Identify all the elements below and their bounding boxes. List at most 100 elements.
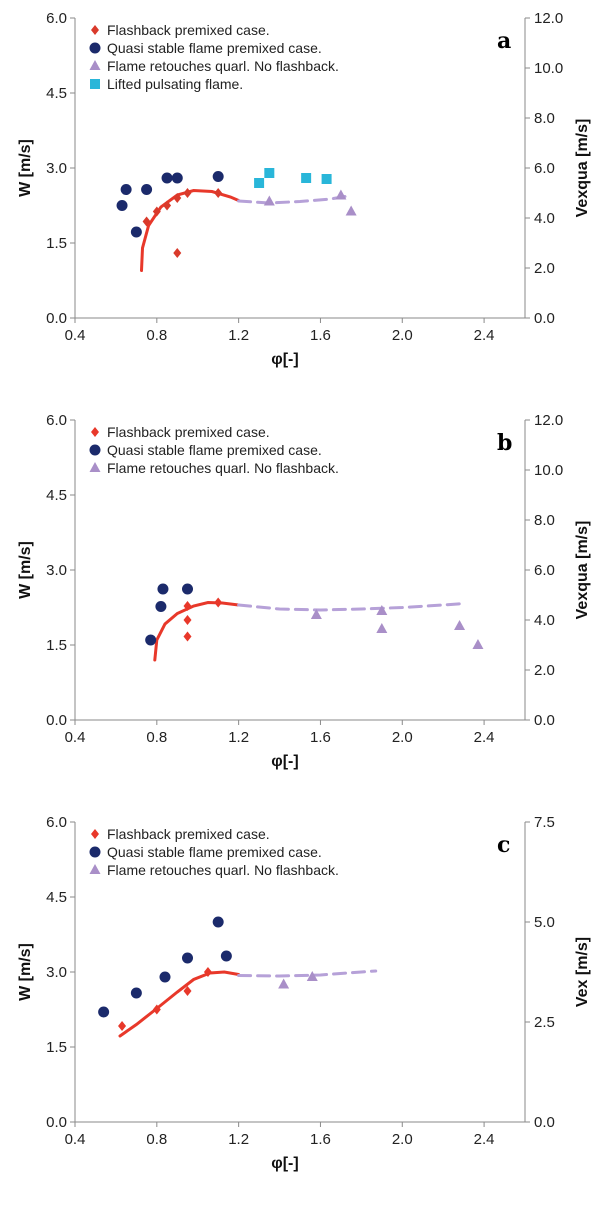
- y2-tick-label: 4.0: [534, 612, 555, 629]
- data-point-diamond: [183, 601, 192, 611]
- data-point-diamond: [173, 248, 182, 258]
- x-axis-label: φ[-]: [271, 753, 298, 770]
- x-tick-label: 1.2: [228, 729, 249, 746]
- chart-panel-b: 0.4 0.8 1.2 1.6 2.0 2.4 0.0 1.5 3.0 4.5 6.0 0.0 2.0 4…: [17, 412, 591, 770]
- data-point-circle: [212, 916, 224, 928]
- y-tick-label: 4.5: [46, 85, 67, 102]
- data-point-square: [254, 178, 265, 188]
- series-diamond: [183, 597, 223, 642]
- legend-marker-diamond: [91, 25, 99, 35]
- data-point-diamond: [142, 216, 151, 227]
- data-point-diamond: [163, 200, 172, 211]
- x-tick-label: 2.0: [392, 327, 413, 344]
- data-point-diamond: [152, 1004, 161, 1015]
- data-point-circle: [98, 1006, 110, 1018]
- data-point-circle: [130, 226, 142, 238]
- x-tick-label: 1.2: [228, 1131, 249, 1148]
- x-tick-label: 0.4: [65, 1131, 86, 1148]
- x-axis-label: φ[-]: [271, 351, 298, 368]
- data-point-diamond: [173, 193, 182, 203]
- y2-axis-label: Vexqua [m/s]: [574, 119, 591, 218]
- legend-entry: Lifted pulsating flame.: [107, 76, 243, 92]
- data-point-circle: [116, 200, 128, 211]
- x-tick-label: 2.4: [474, 729, 495, 746]
- panel-label: c: [497, 832, 510, 858]
- data-point-triangle: [335, 189, 347, 200]
- data-point-circle: [120, 184, 132, 195]
- y-tick-label: 3.0: [46, 160, 67, 177]
- y2-tick-label: 10.0: [534, 60, 563, 77]
- x-tick-label: 0.4: [65, 729, 86, 746]
- x-tick-label: 0.8: [146, 327, 167, 344]
- y2-tick-label: 2.5: [534, 1014, 555, 1031]
- data-point-triangle: [472, 639, 484, 649]
- data-point-diamond: [183, 631, 192, 642]
- legend-entry: Flashback premixed case.: [107, 424, 270, 440]
- y-tick-label: 3.0: [46, 562, 67, 579]
- x-tick-label: 0.8: [146, 729, 167, 746]
- legend-marker-circle: [89, 42, 101, 54]
- data-point-diamond: [118, 1021, 127, 1031]
- y-tick-label: 0.0: [46, 310, 67, 327]
- y2-tick-label: 8.0: [534, 110, 555, 127]
- y2-tick-label: 6.0: [534, 562, 555, 579]
- y-tick-label: 6.0: [46, 10, 67, 27]
- data-point-circle: [212, 171, 224, 182]
- x-tick-label: 1.2: [228, 327, 249, 344]
- data-point-diamond: [214, 597, 223, 608]
- x-tick-label: 1.6: [310, 729, 331, 746]
- x-tick-label: 2.0: [392, 1131, 413, 1148]
- data-point-circle: [171, 172, 183, 184]
- data-point-circle: [155, 601, 167, 612]
- legend-entry: Quasi stable flame premixed case.: [107, 844, 322, 860]
- legend-entry: Flashback premixed case.: [107, 826, 270, 842]
- y2-tick-label: 4.0: [534, 210, 555, 227]
- x-tick-label: 2.0: [392, 729, 413, 746]
- data-point-triangle: [263, 195, 275, 206]
- series-diamond: [142, 188, 223, 258]
- data-point-circle: [141, 184, 153, 195]
- y-tick-label: 1.5: [46, 235, 67, 252]
- data-point-circle: [159, 971, 171, 983]
- panel-label: b: [497, 430, 512, 456]
- legend-entry: Flame retouches quarl. No flashback.: [107, 460, 339, 476]
- data-point-circle: [182, 583, 193, 595]
- series-triangle: [263, 189, 357, 216]
- series-triangle: [278, 971, 318, 989]
- fit-curve-solid: [118, 970, 241, 1038]
- chart-panel-c: 0.4 0.8 1.2 1.6 2.0 2.4 0.0 1.5 3.0 4.5 6.0 0.0 2.5 5…: [17, 814, 591, 1172]
- y2-tick-label: 2.0: [534, 260, 555, 277]
- series-circle: [98, 916, 232, 1018]
- legend-entry: Flame retouches quarl. No flashback.: [107, 862, 339, 878]
- data-point-triangle: [376, 605, 388, 615]
- data-point-circle: [182, 952, 193, 964]
- fit-curve-dashed: [237, 602, 466, 612]
- data-point-triangle: [454, 620, 466, 630]
- series-triangle: [310, 605, 484, 649]
- data-point-triangle: [376, 623, 388, 633]
- y2-tick-label: 0.0: [534, 310, 555, 327]
- data-point-diamond: [183, 615, 192, 625]
- legend-entry: Flashback premixed case.: [107, 22, 270, 38]
- y-tick-label: 1.5: [46, 637, 67, 654]
- series-circle: [116, 171, 224, 238]
- data-point-square: [264, 168, 275, 178]
- x-tick-label: 0.8: [146, 1131, 167, 1148]
- data-point-diamond: [152, 206, 161, 217]
- x-tick-label: 1.6: [310, 1131, 331, 1148]
- y-tick-label: 6.0: [46, 412, 67, 429]
- legend-marker-diamond: [91, 829, 99, 839]
- data-point-circle: [161, 172, 173, 184]
- data-point-triangle: [345, 205, 357, 216]
- y-axis-label: W [m/s]: [17, 541, 34, 599]
- y2-tick-label: 7.5: [534, 814, 555, 831]
- y-tick-label: 1.5: [46, 1039, 67, 1056]
- data-point-triangle: [306, 971, 318, 981]
- y2-tick-label: 6.0: [534, 160, 555, 177]
- data-point-square: [301, 173, 312, 183]
- y2-tick-label: 5.0: [534, 914, 555, 931]
- data-point-circle: [220, 950, 232, 962]
- y-axis-label: W [m/s]: [17, 943, 34, 1001]
- x-tick-label: 2.4: [474, 327, 495, 344]
- data-point-triangle: [278, 978, 290, 989]
